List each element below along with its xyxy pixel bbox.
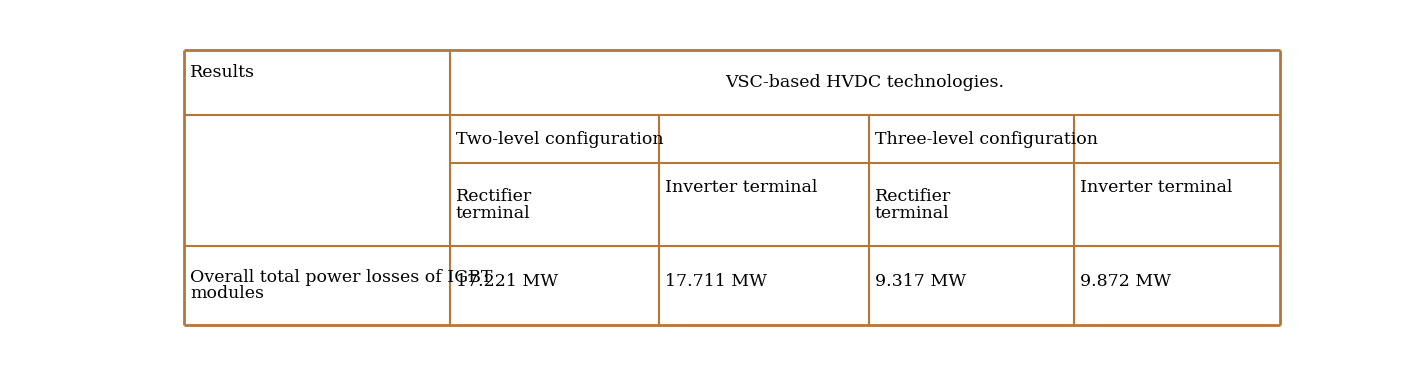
Text: 9.872 MW: 9.872 MW (1081, 273, 1171, 290)
Text: VSC-based HVDC technologies.: VSC-based HVDC technologies. (725, 74, 1004, 91)
Text: 9.317 MW: 9.317 MW (875, 273, 965, 290)
Text: 17.221 MW: 17.221 MW (456, 273, 558, 290)
Text: Rectifier: Rectifier (456, 188, 533, 205)
Text: terminal: terminal (456, 204, 531, 221)
Text: Three-level configuration: Three-level configuration (875, 131, 1098, 148)
Text: Inverter terminal: Inverter terminal (665, 179, 818, 196)
Text: terminal: terminal (875, 204, 950, 221)
Text: modules: modules (190, 285, 264, 302)
Text: Overall total power losses of IGBT: Overall total power losses of IGBT (190, 269, 493, 286)
Text: 17.711 MW: 17.711 MW (665, 273, 767, 290)
Text: Inverter terminal: Inverter terminal (1081, 179, 1232, 196)
Text: Results: Results (190, 64, 256, 81)
Text: Two-level configuration: Two-level configuration (456, 131, 664, 148)
Text: Rectifier: Rectifier (875, 188, 951, 205)
